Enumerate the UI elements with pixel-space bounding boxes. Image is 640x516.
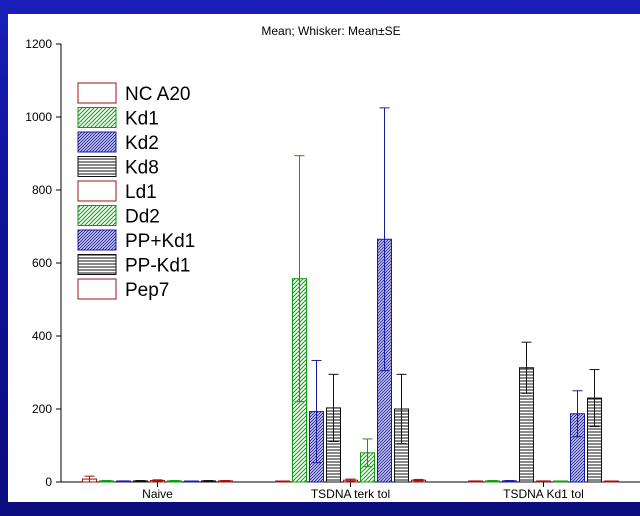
y-tick-label: 1200: [25, 37, 52, 51]
bars: [82, 107, 619, 483]
legend-label: Pep7: [125, 280, 169, 301]
legend-label: Kd2: [125, 133, 159, 154]
legend-swatch: [77, 131, 117, 153]
legend-label: Ld1: [125, 182, 157, 203]
legend-label: Kd8: [125, 158, 159, 179]
bar-chart: Mean; Whisker: Mean±SE 0 200 400 600 800 1000…: [25, 24, 640, 501]
legend: NC A20 Kd1 Kd2 Kd8 Ld1 Dd2 PP+Kd1 PP-Kd1 Pep7: [77, 82, 195, 301]
legend-label: Kd1: [125, 109, 159, 130]
y-tick-label: 400: [32, 329, 52, 343]
legend-swatch: [77, 278, 117, 300]
y-axis: 0 200 400 600 800 1000 1200: [25, 37, 62, 489]
y-tick-label: 0: [45, 475, 52, 489]
legend-swatch: [77, 180, 117, 202]
legend-label: PP+Kd1: [125, 231, 195, 252]
y-tick-label: 600: [32, 256, 52, 270]
y-tick-label: 800: [32, 183, 52, 197]
x-axis: Naive TSDNA terk tol TSDNA Kd1 tol: [61, 481, 640, 501]
y-tick-label: 1000: [25, 110, 52, 124]
legend-label: PP-Kd1: [125, 256, 190, 277]
x-tick-label: TSDNA terk tol: [311, 487, 390, 501]
legend-swatch: [77, 229, 117, 251]
legend-label: Dd2: [125, 207, 160, 228]
chart-title: Mean; Whisker: Mean±SE: [261, 24, 400, 38]
x-tick-label: TSDNA Kd1 tol: [503, 487, 584, 501]
legend-label: NC A20: [125, 84, 190, 105]
legend-swatch: [77, 156, 117, 177]
legend-swatch: [77, 107, 117, 128]
legend-swatch: [77, 205, 117, 226]
legend-swatch: [77, 254, 117, 275]
legend-swatch: [77, 82, 117, 104]
x-tick-label: Naive: [142, 487, 173, 501]
chart-panel: Mean; Whisker: Mean±SE 0 200 400 600 800 1000…: [8, 14, 640, 502]
y-tick-label: 200: [32, 402, 52, 416]
